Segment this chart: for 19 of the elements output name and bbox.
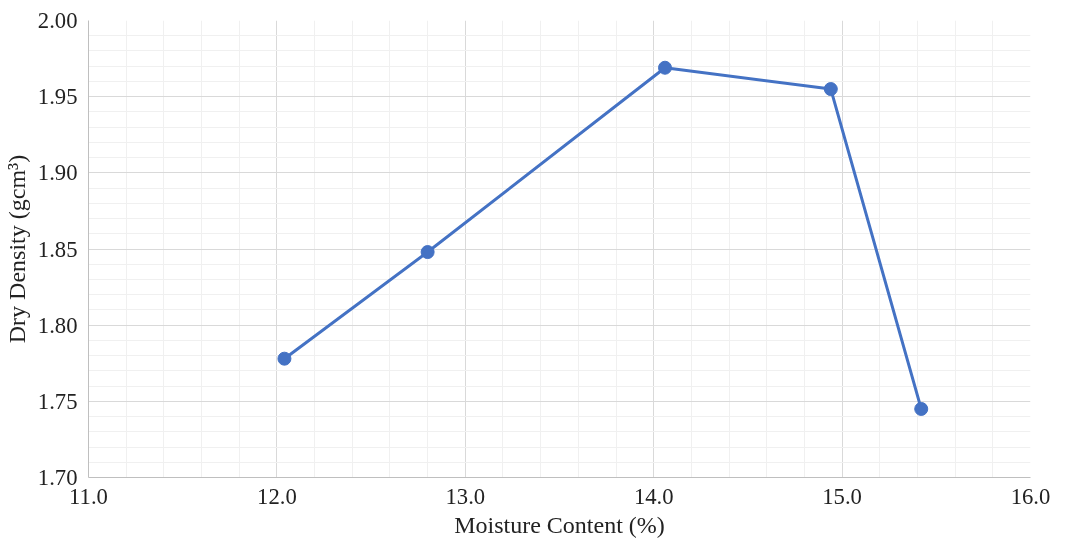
x-tick-label: 14.0 — [633, 483, 674, 509]
point — [658, 60, 672, 75]
y-tick-label: 1.90 — [37, 160, 78, 186]
x-tick-label: 16.0 — [1010, 483, 1051, 509]
y-tick-label: 1.95 — [37, 84, 78, 110]
y-tick-label: 1.85 — [37, 236, 78, 262]
y-tick-label: 1.70 — [37, 465, 78, 490]
x-tick-label: 15.0 — [822, 483, 862, 509]
x-tick-label: 12.0 — [257, 483, 297, 509]
y-tick-label: 1.80 — [37, 312, 78, 338]
x-axis-title: Moisture Content (%) — [454, 511, 665, 538]
point — [420, 245, 435, 260]
point — [914, 401, 929, 416]
x-tick-label: 13.0 — [445, 483, 486, 509]
y-tick-label: 2.00 — [37, 8, 78, 33]
y-tick-label: 1.75 — [37, 388, 78, 414]
y-axis-title: Dry Density (gcm³) — [3, 154, 30, 344]
point — [277, 351, 292, 366]
point — [823, 82, 838, 97]
